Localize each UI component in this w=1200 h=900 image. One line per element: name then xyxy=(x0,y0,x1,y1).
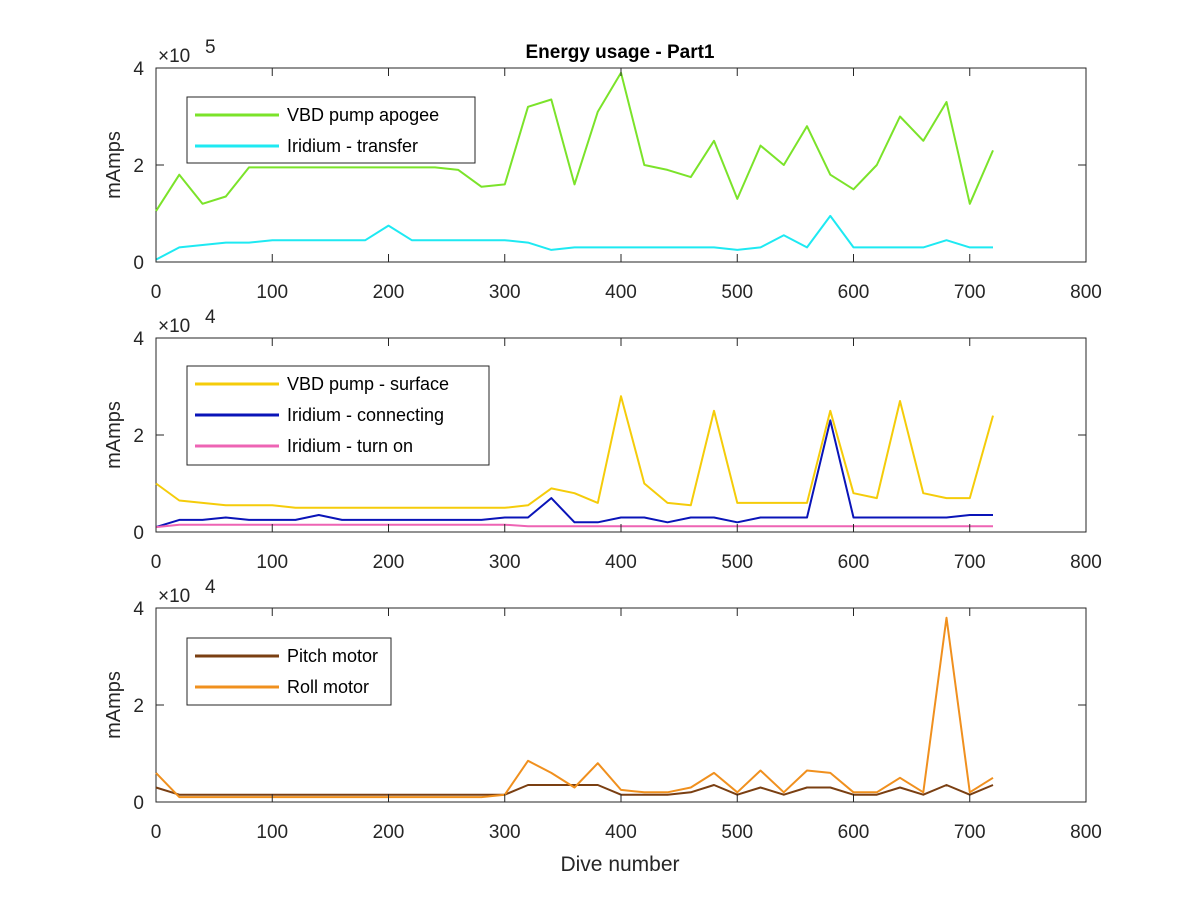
x-tick-label: 200 xyxy=(373,282,405,303)
y-tick-label: 4 xyxy=(133,329,144,350)
legend-label: Iridium - transfer xyxy=(287,136,418,156)
x-tick-label: 800 xyxy=(1070,282,1102,303)
legend: VBD pump apogee Iridium - transfer xyxy=(186,96,476,164)
subplot-3: 0 100 200 300 400 500 600 700 800 0 2 4 ×10 4 mAmps Pit… xyxy=(103,577,1102,843)
chart-title: Energy usage - Part1 xyxy=(525,42,714,63)
y-tick-label: 2 xyxy=(133,426,144,447)
legend-label: Pitch motor xyxy=(287,646,378,666)
subplot-1: 0 100 200 300 400 500 600 700 800 0 2 4 ×10 5 mAmps VBD… xyxy=(103,37,1102,303)
y-exponent-label: ×10 xyxy=(158,316,190,337)
y-tick-label: 0 xyxy=(133,793,144,814)
x-tick-label: 400 xyxy=(605,822,637,843)
y-tick-label: 2 xyxy=(133,156,144,177)
series-line-2 xyxy=(155,616,994,799)
x-tick-label: 100 xyxy=(256,552,288,573)
legend-box xyxy=(186,637,392,706)
legend: VBD pump - surface Iridium - connecting Ir… xyxy=(186,365,490,466)
x-tick-label: 400 xyxy=(605,552,637,573)
x-tick-label: 0 xyxy=(151,822,162,843)
y-exponent-power: 4 xyxy=(205,577,216,598)
x-tick-label: 200 xyxy=(373,822,405,843)
x-tick-label: 100 xyxy=(256,282,288,303)
x-tick-label: 600 xyxy=(838,552,870,573)
y-tick-label: 0 xyxy=(133,523,144,544)
series-line-2 xyxy=(155,419,993,529)
x-tick-label: 0 xyxy=(151,552,162,573)
x-axis-label: Dive number xyxy=(560,853,679,876)
y-exponent-power: 4 xyxy=(205,307,216,328)
y-axis-label: mAmps xyxy=(103,401,125,469)
series-line-1 xyxy=(155,395,994,509)
x-tick-label: 500 xyxy=(721,282,753,303)
x-tick-label: 800 xyxy=(1070,822,1102,843)
x-tick-label: 700 xyxy=(954,552,986,573)
y-axis-label: mAmps xyxy=(103,131,125,199)
x-tick-label: 500 xyxy=(721,552,753,573)
legend-label: Iridium - turn on xyxy=(287,436,413,456)
y-tick-label: 4 xyxy=(133,59,144,80)
x-tick-label: 600 xyxy=(838,282,870,303)
x-tick-label: 100 xyxy=(256,822,288,843)
x-tick-label: 200 xyxy=(373,552,405,573)
x-tick-label: 300 xyxy=(489,552,521,573)
y-tick-label: 2 xyxy=(133,696,144,717)
y-axis-label: mAmps xyxy=(103,671,125,739)
y-exponent-label: ×10 xyxy=(158,46,190,67)
y-exponent-power: 5 xyxy=(205,37,216,58)
x-tick-label: 800 xyxy=(1070,552,1102,573)
legend-label: VBD pump - surface xyxy=(287,374,449,394)
legend-label: VBD pump apogee xyxy=(287,105,439,125)
series-line-2 xyxy=(155,214,993,261)
x-tick-label: 400 xyxy=(605,282,637,303)
x-tick-label: 700 xyxy=(954,282,986,303)
legend-box xyxy=(186,96,476,164)
x-tick-label: 500 xyxy=(721,822,753,843)
series-line-1 xyxy=(155,71,994,212)
legend-label: Roll motor xyxy=(287,677,369,697)
y-tick-label: 0 xyxy=(133,253,144,274)
subplot-2: 0 100 200 300 400 500 600 700 800 0 2 4 ×10 4 mAmps VBD… xyxy=(103,307,1102,573)
legend-label: Iridium - connecting xyxy=(287,405,444,425)
x-tick-label: 0 xyxy=(151,282,162,303)
x-tick-label: 300 xyxy=(489,822,521,843)
y-tick-label: 4 xyxy=(133,599,144,620)
x-tick-label: 700 xyxy=(954,822,986,843)
y-exponent-label: ×10 xyxy=(158,586,190,607)
legend: Pitch motor Roll motor xyxy=(186,637,392,706)
x-tick-label: 300 xyxy=(489,282,521,303)
x-tick-label: 600 xyxy=(838,822,870,843)
